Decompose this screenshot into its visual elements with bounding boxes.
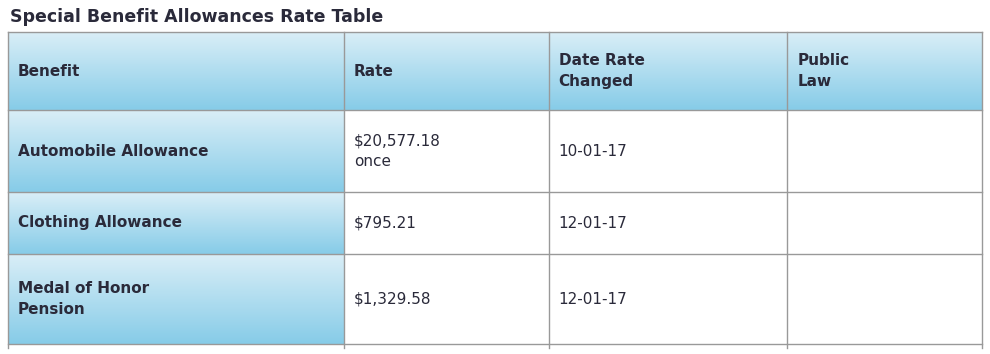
Text: Public
Law: Public Law <box>797 53 849 89</box>
Bar <box>345 110 548 192</box>
Bar <box>345 192 548 254</box>
Bar <box>345 254 548 344</box>
Text: Automobile Allowance: Automobile Allowance <box>18 143 209 159</box>
Bar <box>548 110 787 192</box>
Bar <box>548 254 787 344</box>
Text: 12-01-17: 12-01-17 <box>558 216 628 230</box>
Bar <box>787 110 982 192</box>
Text: Benefit: Benefit <box>18 63 80 79</box>
Bar <box>548 192 787 254</box>
Text: $20,577.18
once: $20,577.18 once <box>354 133 441 169</box>
Text: Medal of Honor
Pension: Medal of Honor Pension <box>18 281 149 317</box>
Bar <box>787 254 982 344</box>
Text: $1,329.58: $1,329.58 <box>354 291 432 307</box>
Text: Rate: Rate <box>354 63 394 79</box>
Text: Date Rate
Changed: Date Rate Changed <box>558 53 644 89</box>
Bar <box>787 192 982 254</box>
Text: 12-01-17: 12-01-17 <box>558 291 628 307</box>
Text: $795.21: $795.21 <box>354 216 417 230</box>
Text: Special Benefit Allowances Rate Table: Special Benefit Allowances Rate Table <box>10 8 383 26</box>
Text: Clothing Allowance: Clothing Allowance <box>18 216 182 230</box>
Text: 10-01-17: 10-01-17 <box>558 143 628 159</box>
